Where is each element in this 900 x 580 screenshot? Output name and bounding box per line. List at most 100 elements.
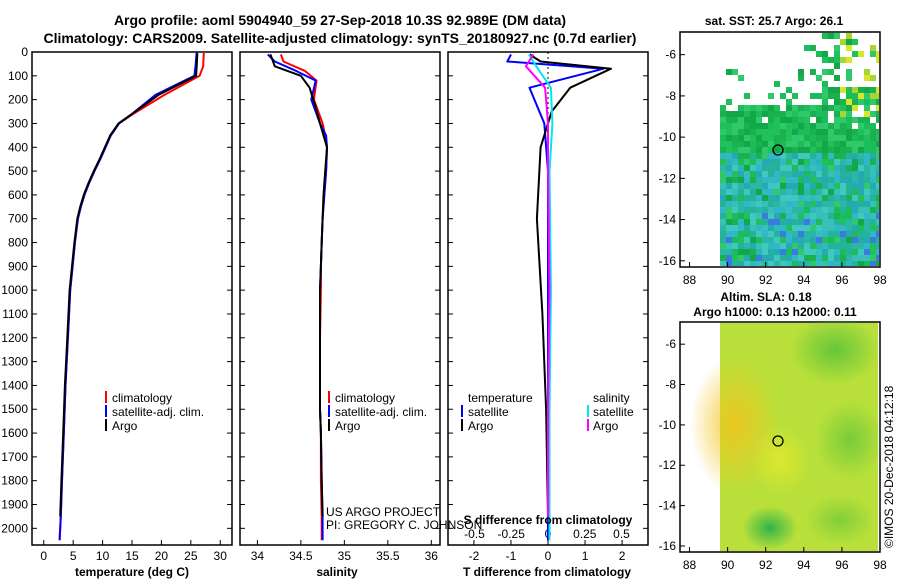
sst-pixel [804, 147, 810, 153]
sst-pixel [732, 129, 738, 135]
sst-pixel [804, 135, 810, 141]
sst-pixel [858, 201, 864, 207]
temperature-tick-label: 15 [125, 549, 139, 563]
sst-pixel [846, 153, 852, 159]
sst-pixel [816, 75, 822, 81]
sst-pixel [762, 261, 768, 266]
sst-pixel [804, 219, 810, 225]
depth-tick-label: 200 [8, 93, 28, 107]
sst-pixel [726, 219, 732, 225]
sst-pixel [822, 57, 828, 63]
sst-pixel [726, 147, 732, 153]
sst-pixel [720, 237, 726, 243]
sla-map-field [690, 315, 885, 551]
temperature-series-line [58, 51, 205, 541]
sla-low-region-east [815, 400, 885, 480]
sst-pixel [864, 177, 870, 183]
sst-pixel [870, 183, 876, 189]
sst-pixel [834, 243, 840, 249]
sst-pixel [846, 117, 852, 123]
sst-pixel [810, 153, 816, 159]
sst-pixel [840, 129, 846, 135]
sst-pixel [798, 123, 804, 129]
sst-pixel [726, 69, 732, 75]
legend-label-argo: Argo [335, 419, 361, 433]
sst-pixel [834, 105, 840, 111]
sst-pixel [726, 261, 732, 266]
sst-pixel [762, 207, 768, 213]
sst-pixel [852, 135, 858, 141]
sst-pixel [720, 129, 726, 135]
sst-pixel [744, 177, 750, 183]
sst-pixel [876, 87, 879, 93]
sst-pixel [780, 207, 786, 213]
salinity-plot-frame [239, 51, 441, 546]
sst-pixel [768, 249, 774, 255]
sst-pixel [738, 111, 744, 117]
sst-pixel [846, 249, 852, 255]
sst-lon-tick-label: 94 [797, 273, 811, 287]
sst-pixel [780, 225, 786, 231]
pi-credit: PI: GREGORY C. JOHNSON [326, 518, 482, 532]
sst-pixel [762, 237, 768, 243]
sst-pixel [828, 33, 834, 39]
sla-lon-tick-label: 88 [683, 558, 697, 572]
sst-pixel [852, 255, 858, 261]
sst-pixel [858, 165, 864, 171]
sst-pixel [750, 111, 756, 117]
sst-pixel [792, 243, 798, 249]
sst-pixel [792, 249, 798, 255]
sst-pixel [786, 261, 792, 266]
sst-pixel [762, 243, 768, 249]
sst-pixel [870, 171, 876, 177]
sst-pixel [876, 195, 879, 201]
sst-pixel [828, 243, 834, 249]
sst-pixel [726, 165, 732, 171]
sst-pixel [858, 231, 864, 237]
sst-pixel [768, 111, 774, 117]
sla-lon-tick-label: 92 [759, 558, 773, 572]
sst-pixel [876, 261, 879, 266]
sst-pixel [792, 189, 798, 195]
sst-pixel [840, 237, 846, 243]
sst-pixel [846, 69, 852, 75]
sst-pixel [816, 177, 822, 183]
sst-pixel [744, 117, 750, 123]
sst-lat-tick-label: -10 [659, 130, 677, 144]
sst-pixel [822, 117, 828, 123]
sst-pixel [780, 153, 786, 159]
sst-pixel [828, 207, 834, 213]
sst-pixel [864, 207, 870, 213]
sst-pixel [822, 177, 828, 183]
sst-pixel [720, 243, 726, 249]
temperature-tick-label: 10 [96, 549, 110, 563]
sst-pixel [768, 141, 774, 147]
sst-pixel [870, 195, 876, 201]
sst-pixel [720, 141, 726, 147]
sst-pixel [786, 219, 792, 225]
sst-pixel [726, 195, 732, 201]
sst-pixel [810, 183, 816, 189]
sst-pixel [828, 57, 834, 63]
sst-pixel [780, 159, 786, 165]
sst-pixel [786, 249, 792, 255]
sst-pixel [864, 219, 870, 225]
sst-pixel [720, 249, 726, 255]
sst-pixel [762, 171, 768, 177]
sst-pixel [876, 249, 879, 255]
sla-lat-tick-label: -8 [665, 378, 676, 392]
sst-pixel [732, 177, 738, 183]
sst-pixel [852, 207, 858, 213]
sst-pixel [762, 111, 768, 117]
sst-pixel [738, 141, 744, 147]
sst-pixel [762, 129, 768, 135]
sst-pixel [816, 195, 822, 201]
sst-pixel [858, 99, 864, 105]
project-credit: US ARGO PROJECT [326, 505, 441, 519]
sst-pixel [756, 135, 762, 141]
sst-pixel [774, 195, 780, 201]
sst-pixel [792, 165, 798, 171]
sst-pixel [864, 117, 870, 123]
sst-pixel [834, 171, 840, 177]
sla-map-title2: Argo h1000: 0.13 h2000: 0.11 [693, 305, 857, 319]
